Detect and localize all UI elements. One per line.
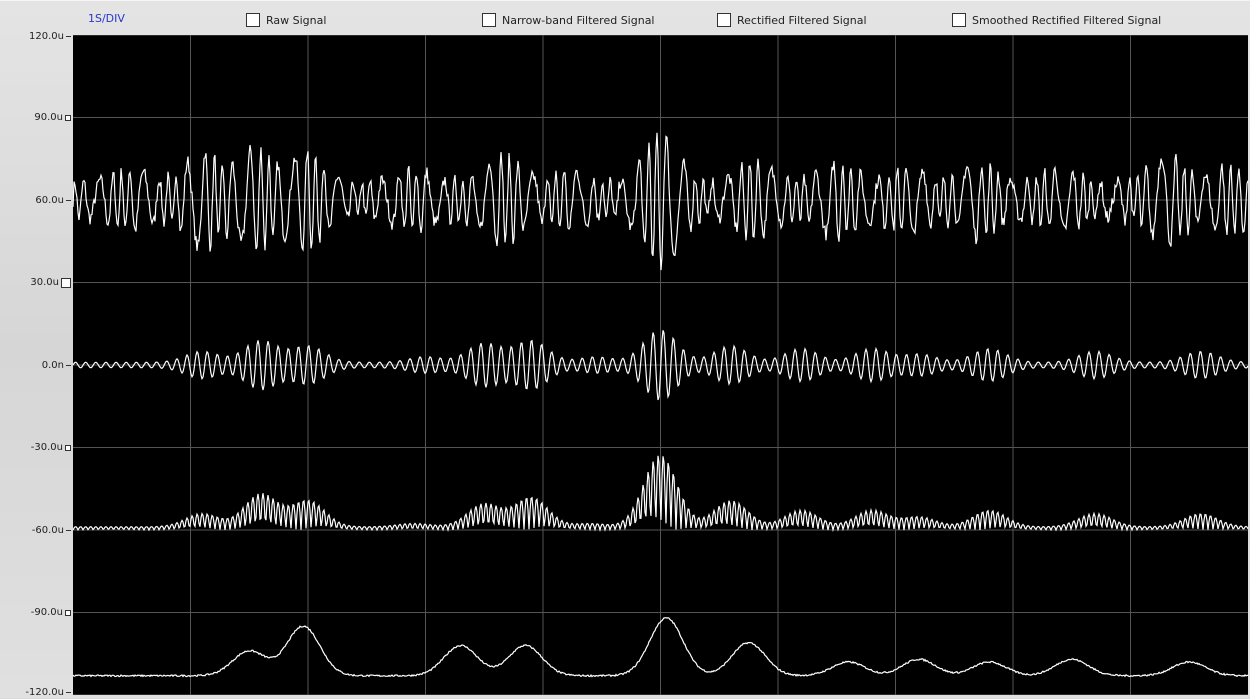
smoothed-checkbox[interactable] <box>952 13 966 27</box>
signal-trace-1 <box>73 132 1248 271</box>
y-tick-label: -30.0u <box>30 442 63 453</box>
signal-trace-4 <box>73 616 1248 678</box>
y-tick: 120.0u <box>0 29 73 43</box>
y-tick: -30.0u <box>0 441 73 455</box>
y-tick: -120.0u <box>0 685 73 699</box>
y-tick-marker[interactable] <box>61 277 71 288</box>
y-tick-label: 0.0n <box>41 359 64 371</box>
legend-raw-signal[interactable]: Raw Signal <box>246 11 326 29</box>
y-tick-marker[interactable] <box>65 444 71 451</box>
y-tick: -60.0u <box>0 523 73 537</box>
legend-narrow-band-filtered-signal[interactable]: Narrow-band Filtered Signal <box>482 11 655 29</box>
y-tick-label: 120.0u <box>29 30 64 42</box>
legend-label: Smoothed Rectified Filtered Signal <box>972 13 1162 27</box>
y-tick-marker[interactable] <box>65 114 71 121</box>
y-tick-label: -120.0u <box>25 686 64 698</box>
legend-rectified-filtered-signal[interactable]: Rectified Filtered Signal <box>717 11 867 29</box>
signal-trace-2 <box>73 330 1248 401</box>
y-tick: -90.0u <box>0 606 73 620</box>
y-tick-label: -90.0u <box>30 607 63 618</box>
legend-label: Narrow-band Filtered Signal <box>502 13 655 27</box>
signal-trace-3 <box>73 455 1248 533</box>
y-tick-marker <box>66 691 71 693</box>
time-per-division-label: 1S/DIV <box>88 12 125 25</box>
legend-label: Rectified Filtered Signal <box>737 13 867 27</box>
y-tick-marker <box>66 35 71 37</box>
y-tick: 0.0n <box>0 358 73 372</box>
y-tick-marker[interactable] <box>65 609 71 616</box>
chart-header: 1S/DIV Raw Signal Narrow-band Filtered S… <box>0 1 1250 35</box>
y-tick-marker <box>66 199 71 201</box>
narrow-band-checkbox[interactable] <box>482 13 496 27</box>
legend-label: Raw Signal <box>266 13 327 27</box>
y-tick-label: 90.0u <box>34 112 63 123</box>
y-tick-marker <box>66 529 71 531</box>
rectified-checkbox[interactable] <box>717 13 731 27</box>
y-tick-label: -60.0u <box>31 524 64 536</box>
y-tick-marker <box>66 364 71 366</box>
y-tick: 30.0u <box>0 276 73 290</box>
raw-signal-checkbox[interactable] <box>246 13 260 27</box>
y-tick: 60.0u <box>0 193 73 207</box>
y-tick-label: 60.0u <box>35 194 64 206</box>
legend-smoothed-rectified-filtered-signal[interactable]: Smoothed Rectified Filtered Signal <box>952 11 1161 29</box>
plot-area[interactable] <box>73 35 1248 695</box>
y-tick-label: 30.0u <box>30 277 59 288</box>
plot-svg <box>73 35 1248 695</box>
y-tick: 90.0u <box>0 111 73 125</box>
